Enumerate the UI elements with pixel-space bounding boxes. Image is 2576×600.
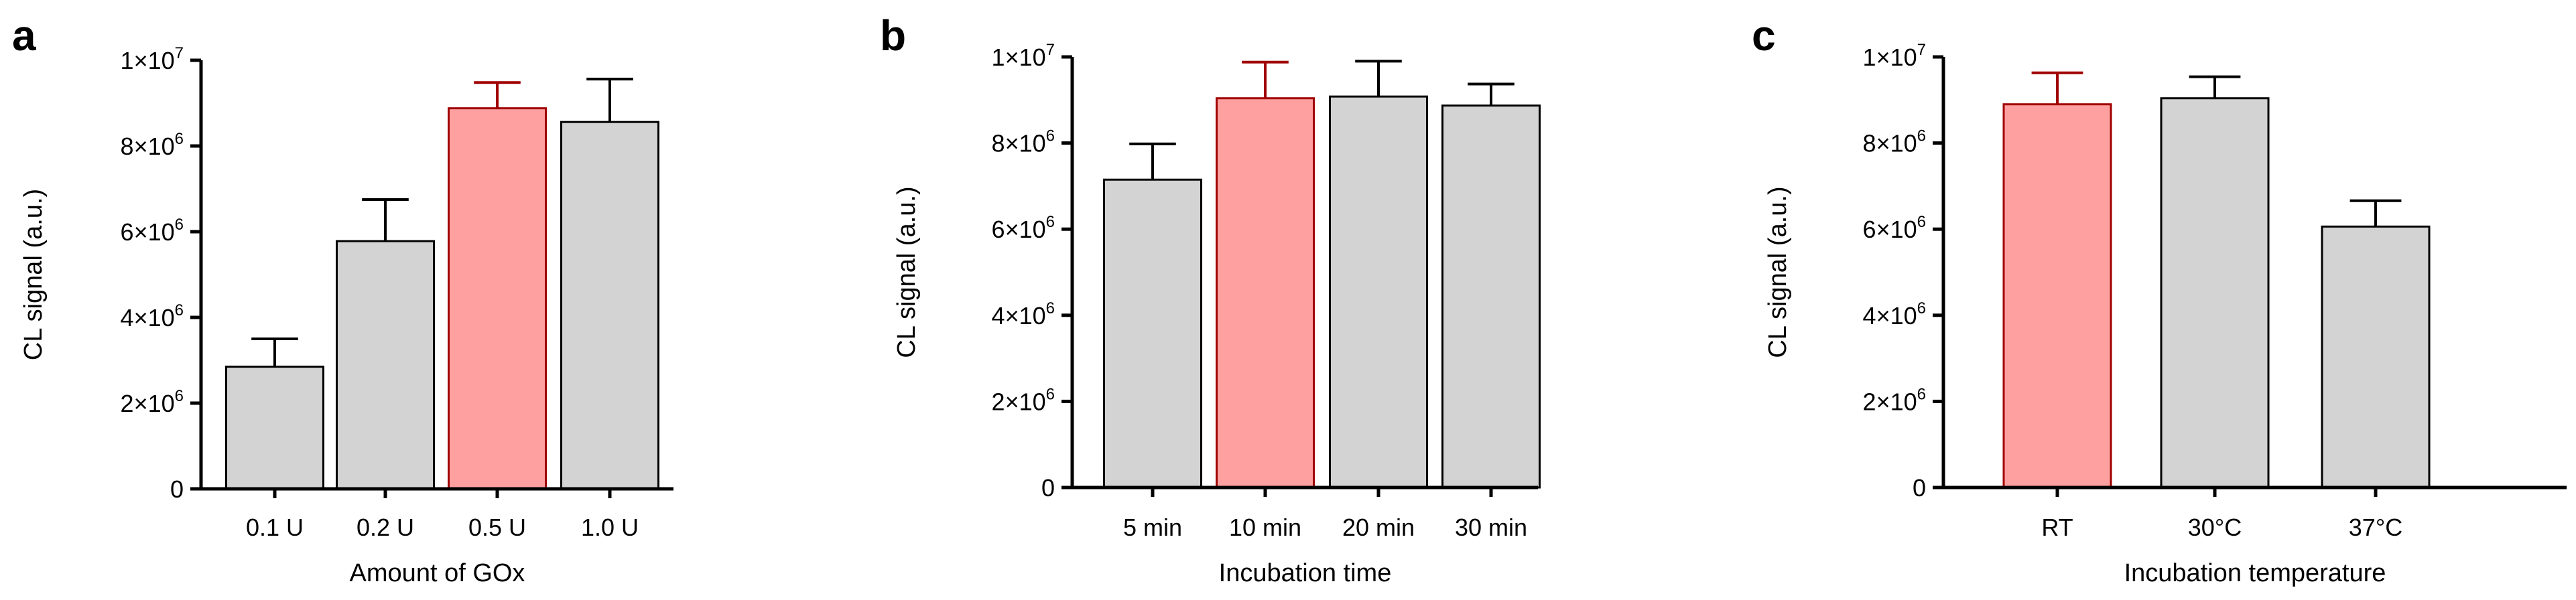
bar-0-5-u — [448, 107, 547, 490]
y-tick-label: 8×106 — [1863, 127, 1926, 157]
x-tick-label: 1.0 U — [581, 514, 639, 541]
x-tick-label: 0.2 U — [357, 514, 414, 541]
y-tick-label: 1×107 — [1863, 41, 1926, 71]
y-tick-label: 4×106 — [121, 301, 184, 331]
x-tick-label: 30 min — [1455, 514, 1527, 541]
y-tick-label: 0 — [1041, 474, 1055, 502]
x-tick-label: 20 min — [1342, 514, 1415, 541]
x-tick-label: 30°C — [2188, 514, 2242, 541]
panel-letter: c — [1752, 11, 1776, 60]
bar-0-1-u — [225, 366, 324, 490]
y-axis-label: CL signal (a.u.) — [19, 189, 48, 360]
bar-30-c — [2160, 97, 2270, 489]
x-tick-label: 0.1 U — [246, 514, 304, 541]
y-tick-label: 6×106 — [1863, 213, 1926, 243]
y-tick-label: 4×106 — [1863, 299, 1926, 329]
x-axis-label: Amount of GOx — [350, 559, 525, 587]
y-tick-label: 4×106 — [992, 299, 1055, 329]
bar-37-c — [2321, 225, 2431, 489]
y-tick-label: 1×107 — [992, 41, 1055, 71]
bar-5-min — [1103, 178, 1202, 489]
bar-1-0-u — [560, 121, 659, 490]
x-tick-label: RT — [2041, 514, 2073, 541]
y-tick-label: 8×106 — [992, 127, 1055, 157]
x-tick-label: 0.5 U — [468, 514, 526, 541]
panel-b-chart: b CL signal (a.u.) 5 min 10 min 20 min 30 min… — [880, 11, 1541, 587]
panel-c-chart: c CL signal (a.u.) RT 30°C 37°C 0 2×106 4×106 6×… — [1752, 11, 2567, 587]
x-axis-label: Incubation time — [1219, 559, 1392, 587]
bar-rt — [2002, 103, 2112, 489]
y-axis-label: CL signal (a.u.) — [1764, 186, 1792, 358]
x-axis-label: Incubation temperature — [2124, 559, 2386, 587]
panel-letter: b — [880, 11, 906, 60]
y-tick-label: 0 — [170, 475, 184, 503]
y-tick-label: 2×106 — [992, 385, 1055, 415]
y-axis-label: CL signal (a.u.) — [893, 186, 921, 358]
bar-10-min — [1216, 97, 1315, 489]
x-tick-label: 37°C — [2349, 514, 2402, 541]
x-tick-label: 10 min — [1229, 514, 1301, 541]
panel-letter: a — [12, 11, 36, 60]
y-tick-label: 6×106 — [121, 216, 184, 246]
y-tick-label: 2×106 — [1863, 385, 1926, 415]
bar-0-2-u — [336, 240, 435, 490]
bar-30-min — [1441, 104, 1541, 489]
x-tick-label: 5 min — [1123, 514, 1182, 541]
bar-20-min — [1329, 95, 1428, 489]
y-tick-label: 6×106 — [992, 213, 1055, 243]
y-tick-label: 0 — [1913, 474, 1926, 502]
y-tick-label: 8×106 — [121, 130, 184, 160]
y-tick-label: 1×107 — [121, 44, 184, 74]
y-tick-label: 2×106 — [121, 387, 184, 417]
panel-a-chart: a CL signal (a.u.) 0.1 U 0.2 U 0.5 U 1.0 U 0 2×… — [12, 11, 673, 587]
